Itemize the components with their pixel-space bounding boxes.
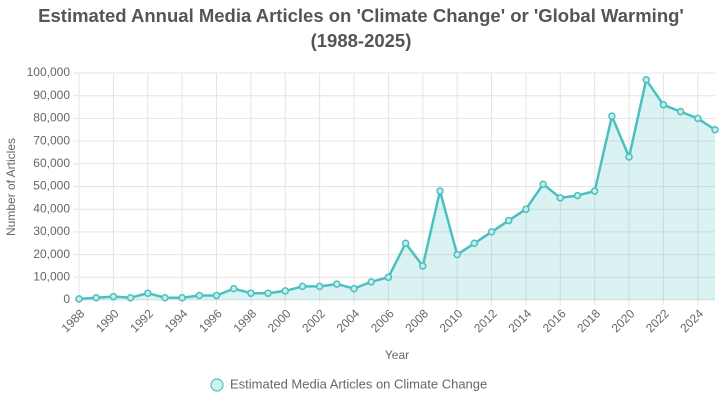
y-tick-label: 10,000 — [33, 269, 70, 283]
y-tick-label: 40,000 — [33, 201, 70, 215]
x-tick-label: 2006 — [368, 306, 397, 335]
point — [694, 114, 702, 123]
y-tick-label: 50,000 — [33, 179, 70, 193]
point — [161, 293, 169, 302]
x-tick-label: 2016 — [540, 306, 569, 335]
x-tick-label: 1994 — [162, 306, 191, 335]
point — [350, 284, 358, 293]
y-tick-label: 30,000 — [33, 224, 70, 238]
point — [92, 293, 100, 302]
chart-title: (1988-2025) — [311, 30, 412, 51]
x-tick-label: 1998 — [230, 306, 259, 335]
point — [229, 284, 238, 293]
point — [676, 107, 685, 116]
y-tick-label: 20,000 — [33, 247, 70, 261]
x-tick-label: 2002 — [299, 306, 328, 335]
x-tick-label: 2022 — [643, 306, 672, 335]
legend-label: Estimated Media Articles on Climate Chan… — [230, 376, 487, 391]
point — [264, 289, 272, 297]
point — [453, 250, 461, 259]
point — [333, 280, 341, 288]
area — [79, 79, 715, 300]
point — [178, 293, 186, 302]
point — [659, 101, 668, 109]
point — [539, 180, 547, 188]
point — [573, 191, 582, 200]
x-tick-label: 1992 — [127, 306, 156, 335]
x-tick-label: 2004 — [334, 306, 363, 335]
point — [590, 187, 599, 195]
point — [642, 76, 650, 84]
legend-marker — [210, 378, 224, 392]
point — [315, 282, 324, 291]
point — [401, 239, 410, 247]
point — [487, 228, 496, 236]
y-tick-label: 70,000 — [33, 133, 70, 147]
y-tick-label: 100,000 — [27, 65, 71, 79]
y-tick-label: 0 — [63, 292, 70, 306]
x-tick-label: 2012 — [471, 306, 500, 335]
point — [522, 205, 530, 213]
chart-title: Estimated Annual Media Articles on 'Clim… — [38, 5, 684, 26]
point — [384, 273, 393, 282]
point — [247, 289, 255, 297]
point — [711, 126, 719, 134]
y-tick-label: 80,000 — [33, 111, 70, 125]
x-tick-label: 1996 — [196, 306, 225, 335]
x-tick-label: 1988 — [59, 306, 88, 335]
point — [556, 194, 565, 202]
point — [212, 291, 221, 300]
y-tick-label: 60,000 — [33, 156, 70, 170]
point — [625, 153, 633, 161]
point — [470, 239, 479, 247]
point — [144, 289, 152, 297]
x-tick-label: 1990 — [93, 306, 122, 335]
point — [126, 293, 135, 302]
y-tick-label: 90,000 — [33, 88, 70, 102]
point — [419, 262, 427, 270]
point — [281, 287, 290, 295]
x-tick-label: 2020 — [609, 306, 638, 335]
x-tick-label: 2018 — [574, 306, 603, 335]
x-tick-label: 2008 — [402, 306, 431, 335]
point — [75, 295, 83, 303]
point — [195, 291, 204, 300]
x-tick-label: 2014 — [506, 306, 535, 335]
point — [608, 112, 616, 120]
point — [298, 282, 307, 291]
x-tick-label: 2010 — [437, 306, 466, 335]
point — [504, 216, 513, 225]
x-axis-label: Year — [385, 348, 409, 362]
y-axis-label: Number of Articles — [4, 138, 18, 236]
point — [436, 187, 444, 195]
point — [367, 278, 375, 286]
x-tick-label: 2000 — [265, 306, 294, 335]
point — [109, 292, 118, 301]
x-tick-label: 2024 — [677, 306, 706, 335]
